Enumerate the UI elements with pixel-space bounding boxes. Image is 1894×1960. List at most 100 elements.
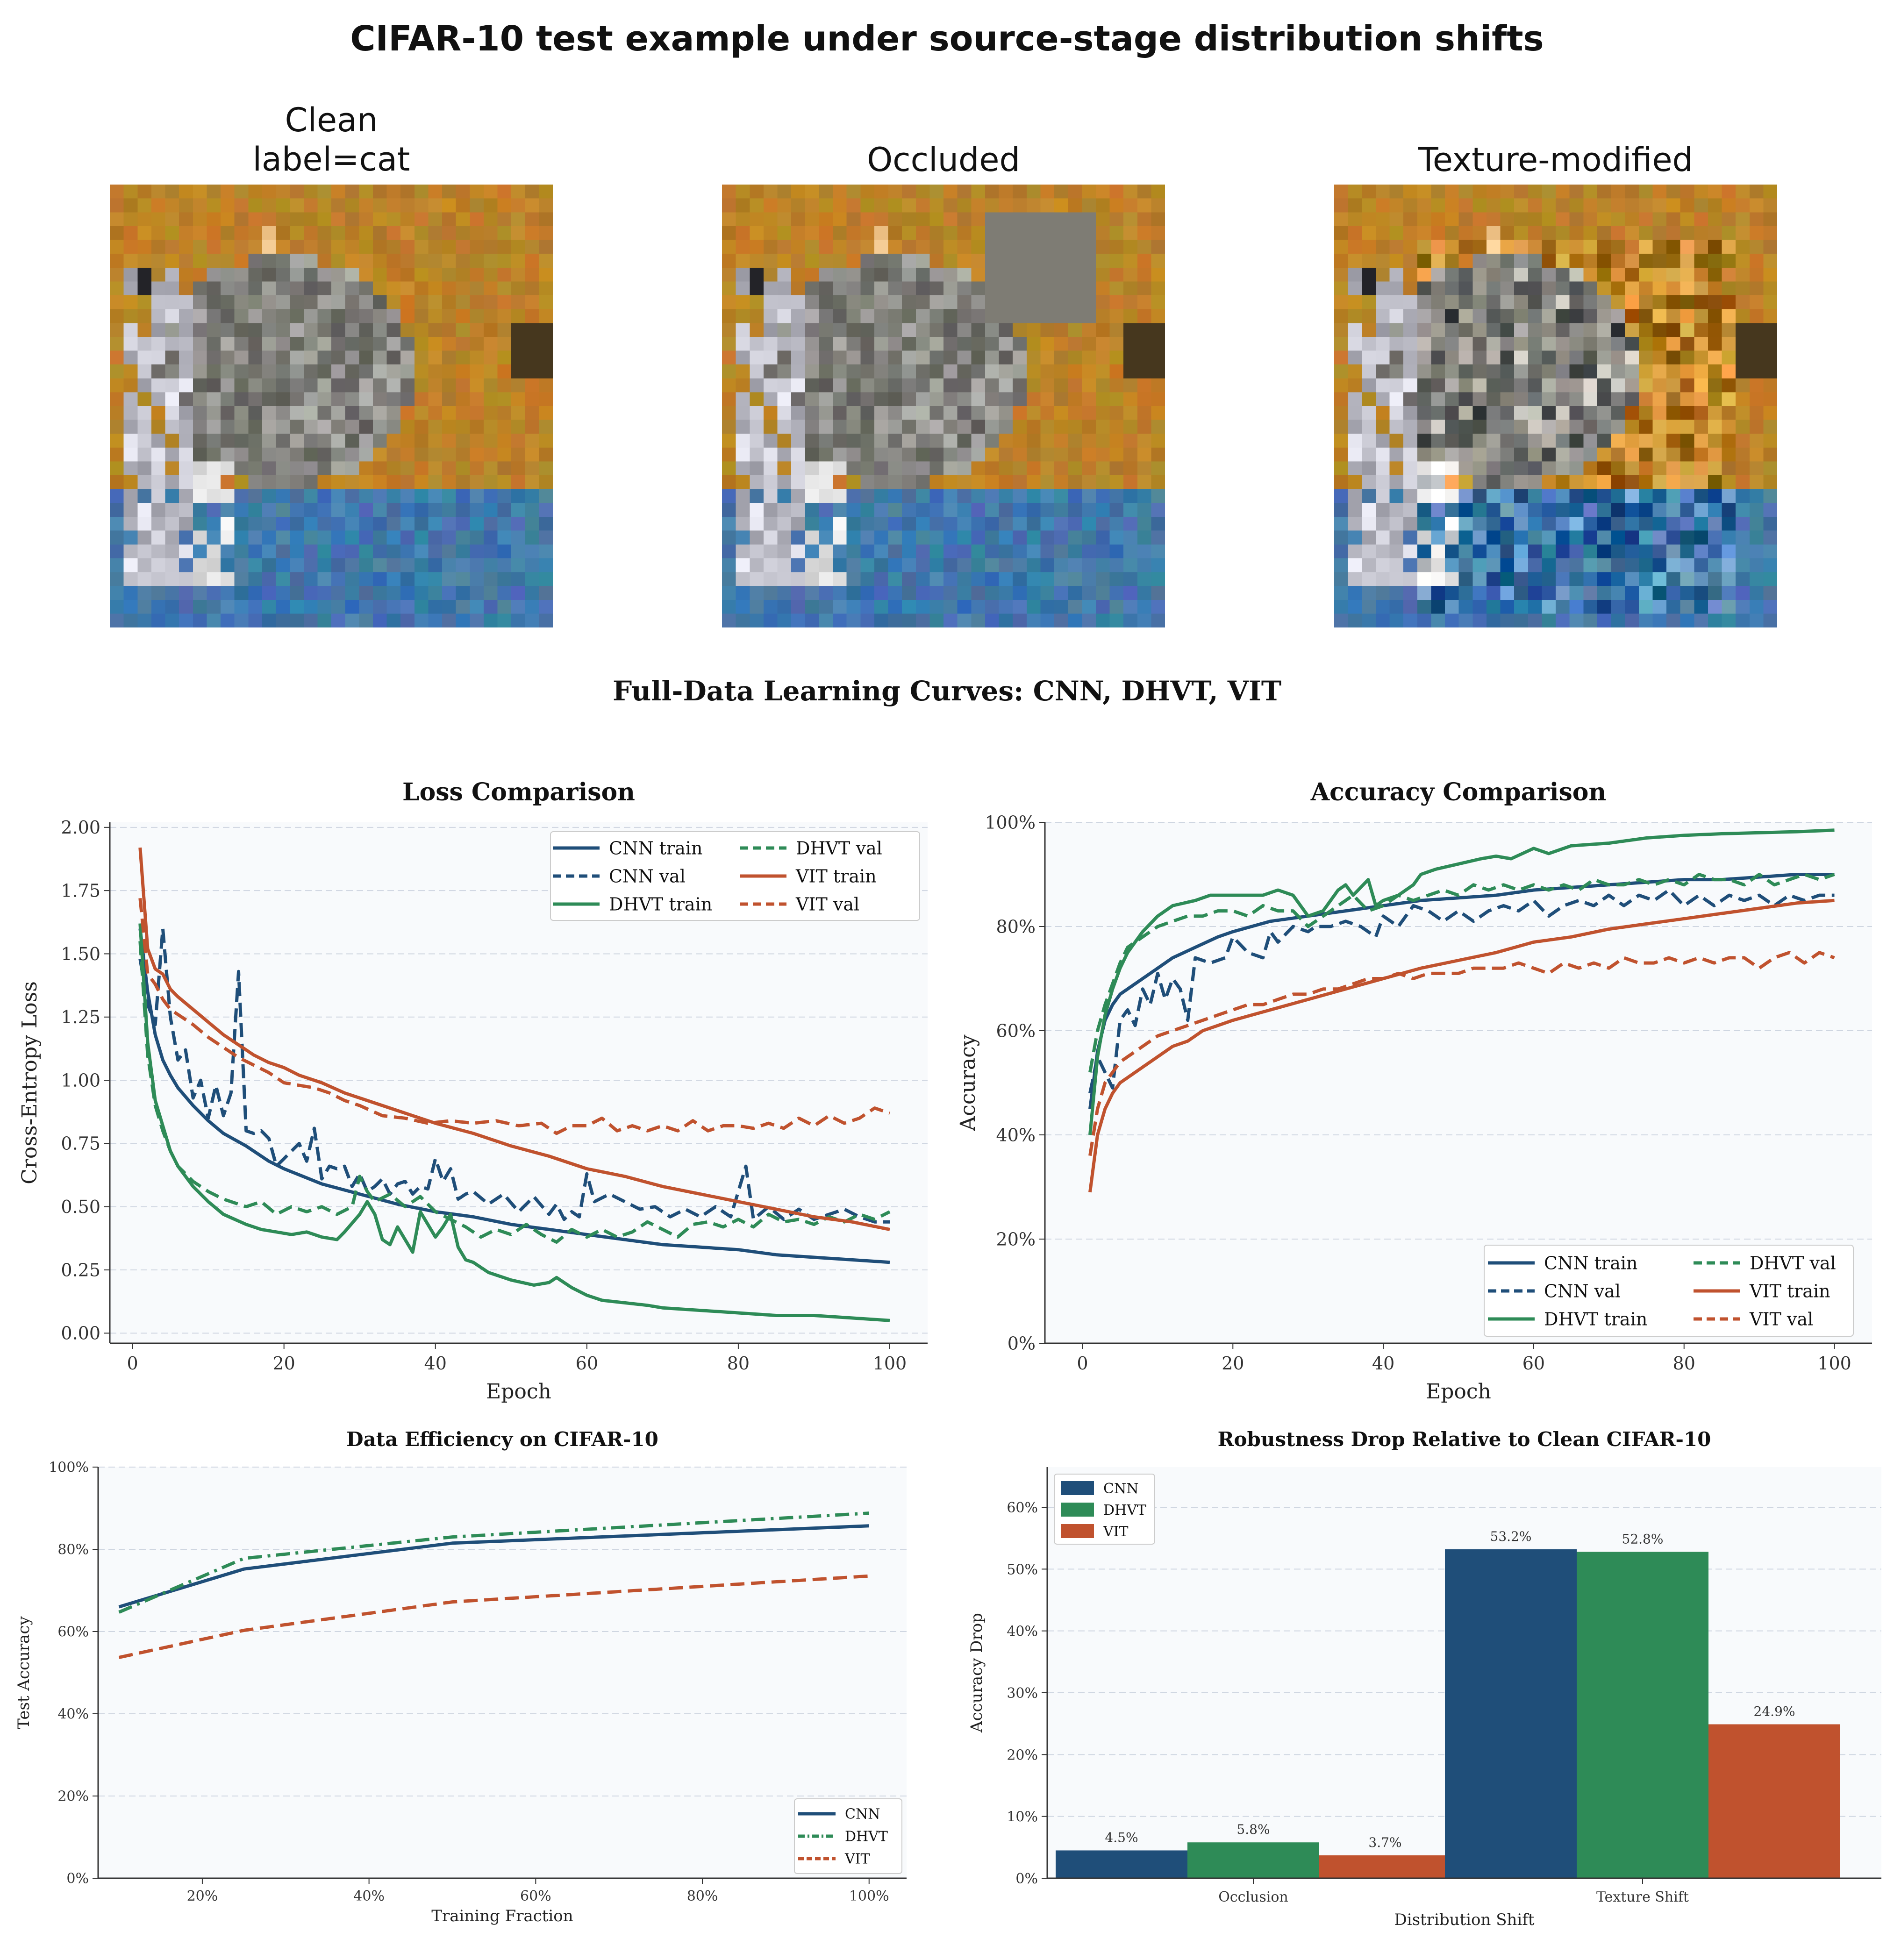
series-line-cnn-val: [138, 927, 890, 1224]
y-tick-label: 60%: [57, 1624, 89, 1640]
y-tick-label: 100%: [49, 1460, 89, 1476]
y-tick-label: 0.25: [61, 1260, 100, 1280]
cifar-image-occluded: [722, 185, 1165, 627]
legend-label: CNN train: [1544, 1253, 1637, 1273]
image-title-texture: Texture-modified: [1418, 141, 1693, 179]
legend-swatch: [1061, 1481, 1094, 1495]
x-tick-label: 0: [127, 1353, 138, 1374]
y-tick-label: 0.00: [61, 1323, 100, 1344]
legend-box: [1484, 1245, 1854, 1337]
y-tick-label: 1.75: [61, 880, 100, 901]
main-title: CIFAR-10 test example under source-stage…: [350, 19, 1544, 59]
legend-label: DHVT train: [609, 894, 712, 914]
legend-label: VIT val: [1749, 1309, 1813, 1329]
legend-label: VIT train: [1749, 1281, 1830, 1301]
x-axis-label: Distribution Shift: [1394, 1910, 1534, 1929]
data-label: 5.8%: [1236, 1822, 1270, 1837]
series-line-vit: [118, 1574, 869, 1659]
x-tick-label: 20: [1222, 1353, 1244, 1374]
image-title-clean: Clean label=cat: [110, 100, 553, 179]
y-tick-label: 0.75: [61, 1133, 100, 1154]
bar-dhvt-texture-shift: [1577, 1552, 1708, 1878]
x-tick-label: 100: [1817, 1353, 1851, 1374]
legend-label: DHVT: [1103, 1502, 1146, 1518]
bar-cnn-texture-shift: [1445, 1549, 1577, 1878]
x-tick-label: 100%: [849, 1888, 889, 1904]
x-tick-label: 40: [1372, 1353, 1394, 1374]
section-title: Full-Data Learning Curves: CNN, DHVT, VI…: [612, 675, 1282, 707]
bar-vit-texture-shift: [1708, 1724, 1840, 1878]
legend-box: [794, 1798, 902, 1874]
data-label: 3.7%: [1368, 1835, 1401, 1850]
x-tick-label: 40: [424, 1353, 447, 1374]
legend-label: VIT val: [795, 894, 859, 914]
y-tick-label: 100%: [985, 812, 1036, 833]
series-line-dhvt-train: [1088, 828, 1835, 1135]
series-line-cnn: [118, 1524, 869, 1609]
legend-label: DHVT train: [1544, 1309, 1647, 1329]
y-tick-label: 1.50: [61, 944, 100, 964]
x-tick-label: 40%: [353, 1888, 385, 1904]
y-axis-label: Accuracy Drop: [967, 1613, 986, 1733]
robustness-chart: 0% 10% 20% 30% 40% 50% 60% Occlusion Texture Shi…: [967, 1428, 1881, 1929]
legend-label: CNN: [845, 1806, 880, 1823]
x-axis-label: Epoch: [486, 1380, 551, 1404]
data-label: 53.2%: [1490, 1529, 1532, 1544]
series-line-dhvt: [118, 1511, 869, 1614]
y-tick-label: 60%: [996, 1020, 1036, 1041]
series-line-dhvt-val: [138, 941, 891, 1244]
chart-title: Accuracy Comparison: [1310, 778, 1607, 806]
legend-label: CNN train: [609, 838, 702, 858]
y-tick-label: 80%: [996, 916, 1036, 937]
cifar-image-texture: [1334, 185, 1777, 627]
image-title-clean-line2: label=cat: [252, 140, 410, 178]
y-tick-label: 1.25: [61, 1007, 100, 1027]
y-tick-label: 0%: [1015, 1871, 1038, 1887]
x-tick-label: 20%: [187, 1888, 218, 1904]
x-tick-label: 20: [273, 1353, 295, 1374]
data-efficiency-chart: 0% 20% 40% 60% 80% 100% 20% 40% 60% 80% 100% Data E…: [14, 1428, 907, 1925]
y-tick-label: 0%: [66, 1871, 89, 1887]
x-tick-label: 60: [1522, 1353, 1545, 1374]
data-label: 52.8%: [1622, 1531, 1664, 1547]
series-line-vit-train: [138, 847, 890, 1231]
bar-cnn-occlusion: [1056, 1850, 1187, 1878]
y-tick-label: 30%: [1007, 1685, 1038, 1702]
y-tick-label: 40%: [1007, 1624, 1038, 1640]
y-axis-label: Accuracy: [956, 1034, 980, 1131]
y-tick-label: 40%: [996, 1125, 1036, 1145]
x-tick-label: Texture Shift: [1596, 1889, 1689, 1905]
legend-label: DHVT val: [1750, 1253, 1836, 1273]
bar-vit-occlusion: [1319, 1855, 1451, 1878]
legend-label: DHVT: [845, 1829, 888, 1845]
legend-swatch: [1061, 1503, 1094, 1517]
image-title-clean-line1: Clean: [285, 101, 378, 139]
legend-swatch: [1061, 1524, 1094, 1538]
y-tick-label: 0%: [1008, 1333, 1036, 1354]
bar-dhvt-occlusion: [1187, 1842, 1319, 1878]
x-tick-label: 60%: [520, 1888, 551, 1904]
x-tick-label: 80%: [687, 1888, 718, 1904]
loss-chart: 0.00 0.25 0.50 0.75 1.00 1.25 1.50 1.75 2.00 0 20 4…: [18, 778, 928, 1404]
y-tick-label: 80%: [57, 1542, 89, 1558]
chart-title: Loss Comparison: [402, 778, 635, 806]
y-axis-label: Test Accuracy: [14, 1616, 33, 1729]
x-tick-label: 80: [727, 1353, 750, 1374]
x-tick-label: 80: [1673, 1353, 1695, 1374]
legend-label: DHVT val: [796, 838, 882, 858]
y-tick-label: 50%: [1007, 1561, 1038, 1578]
data-label: 24.9%: [1754, 1703, 1795, 1719]
legend-label: VIT train: [795, 866, 877, 886]
y-tick-label: 10%: [1007, 1809, 1038, 1825]
y-tick-label: 1.00: [61, 1070, 100, 1090]
series-line-dhvt-val: [1088, 873, 1835, 1073]
x-tick-label: Occlusion: [1218, 1889, 1288, 1905]
legend-label: CNN val: [1544, 1281, 1621, 1301]
y-tick-label: 60%: [1007, 1500, 1038, 1516]
series-line-vit-val: [1088, 951, 1835, 1156]
x-tick-label: 60: [576, 1353, 598, 1374]
data-label: 4.5%: [1105, 1830, 1138, 1845]
y-tick-label: 20%: [996, 1229, 1036, 1249]
series-line-cnn-val: [1088, 888, 1835, 1094]
x-tick-label: 0: [1077, 1353, 1088, 1374]
